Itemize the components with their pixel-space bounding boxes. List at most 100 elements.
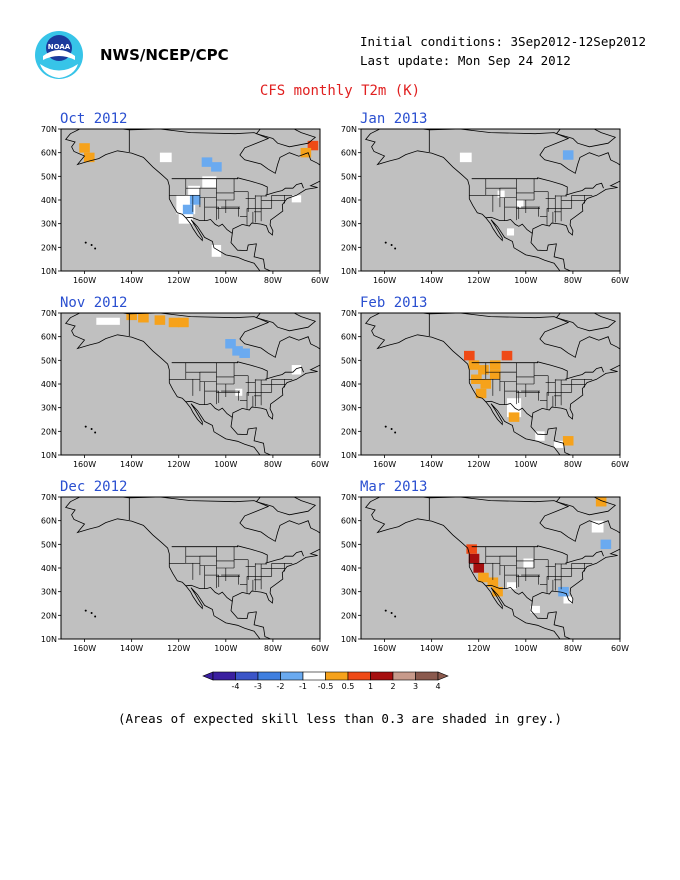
colorbar-swatch: [280, 671, 304, 681]
colorbar-swatch: [325, 671, 349, 681]
x-tick-label: 60W: [311, 644, 329, 653]
anomaly-cell: [307, 140, 319, 151]
y-tick-label: 10N: [41, 635, 57, 644]
y-tick-label: 10N: [341, 451, 357, 460]
anomaly-cell: [473, 563, 485, 573]
no-skill-cell: [96, 317, 120, 325]
x-tick-label: 60W: [611, 460, 629, 469]
colorbar-label: -0.5: [318, 682, 334, 691]
y-tick-label: 10N: [341, 635, 357, 644]
x-tick-label: 140W: [120, 276, 143, 285]
panel-title-feb-2013: Feb 2013: [360, 295, 428, 311]
x-tick-label: 80W: [564, 644, 582, 653]
x-tick-label: 160W: [73, 644, 96, 653]
colorbar-label: -1: [299, 682, 307, 691]
colorbar-label: 4: [435, 682, 440, 691]
y-tick-label: 70N: [341, 309, 357, 318]
colorbar-swatch: [257, 671, 281, 681]
map-panel: 70N 60N 50N 40N 30N 20N 10N 160W 140W 120W 100W 80W…: [341, 493, 629, 653]
x-tick-label: 140W: [420, 460, 443, 469]
x-tick-label: 120W: [467, 276, 490, 285]
colorbar-swatch: [347, 671, 371, 681]
no-skill-cell: [554, 440, 564, 448]
y-tick-label: 50N: [341, 172, 357, 181]
anomaly-cell: [201, 157, 213, 167]
y-tick-label: 50N: [41, 356, 57, 365]
colorbar-label: 1: [368, 682, 373, 691]
y-tick-label: 60N: [41, 333, 57, 342]
colorbar-swatch: [370, 671, 394, 681]
y-tick-label: 60N: [341, 517, 357, 526]
anomaly-cell: [562, 150, 574, 160]
anomaly-cell: [154, 315, 166, 325]
map-panel: 70N 60N 50N 40N 30N 20N 10N 160W 140W 120W 100W 80W…: [41, 493, 329, 653]
panel-title-nov-2012: Nov 2012: [60, 295, 128, 311]
x-tick-label: 100W: [214, 644, 237, 653]
y-tick-label: 70N: [41, 493, 57, 502]
anomaly-cell: [300, 147, 312, 158]
x-tick-label: 120W: [167, 644, 190, 653]
anomaly-cell: [83, 152, 95, 163]
panel-title-mar-2013: Mar 2013: [360, 479, 428, 495]
anomaly-cell: [468, 553, 480, 564]
anomaly-cell: [595, 497, 607, 507]
panel-title-jan-2013: Jan 2013: [360, 111, 428, 127]
y-tick-label: 50N: [341, 356, 357, 365]
colorbar-swatch: [302, 671, 326, 681]
y-tick-label: 10N: [41, 267, 57, 276]
y-tick-label: 10N: [41, 451, 57, 460]
no-skill-cell: [291, 195, 302, 203]
anomaly-cell: [79, 143, 90, 153]
anomaly-cell: [501, 350, 513, 361]
y-tick-label: 30N: [41, 588, 57, 597]
y-tick-label: 20N: [341, 427, 357, 436]
x-tick-label: 120W: [467, 644, 490, 653]
y-tick-label: 20N: [41, 427, 57, 436]
x-tick-label: 140W: [120, 644, 143, 653]
anomaly-cell: [468, 360, 480, 370]
x-tick-label: 100W: [514, 460, 537, 469]
anomaly-cell: [478, 365, 489, 375]
colorbar-label: 0.5: [342, 682, 355, 691]
x-tick-label: 160W: [73, 276, 96, 285]
no-skill-cell: [535, 431, 545, 441]
no-skill-cell: [211, 244, 222, 257]
x-tick-label: 60W: [611, 276, 629, 285]
anomaly-cell: [232, 346, 243, 356]
no-skill-cell: [516, 200, 524, 208]
x-tick-label: 80W: [264, 644, 282, 653]
x-tick-label: 160W: [373, 644, 396, 653]
anomaly-cell: [464, 350, 475, 361]
no-skill-cell: [497, 190, 505, 198]
map-panel: 70N 60N 50N 40N 30N 20N 10N 160W 140W 120W 100W 80W…: [341, 125, 629, 285]
no-skill-cell: [506, 228, 515, 236]
no-skill-cell: [563, 596, 573, 604]
noaa-logo: NOAA: [35, 31, 83, 79]
anomaly-cell: [492, 586, 503, 597]
anomaly-cell: [475, 388, 487, 399]
no-skill-cell: [530, 605, 540, 613]
x-tick-label: 120W: [167, 276, 190, 285]
y-tick-label: 70N: [341, 493, 357, 502]
colorbar-label: -4: [232, 682, 240, 691]
anomaly-cell: [225, 339, 236, 349]
no-skill-cell: [202, 176, 217, 189]
y-tick-label: 60N: [41, 149, 57, 158]
y-tick-label: 30N: [341, 404, 357, 413]
panel-title-oct-2012: Oct 2012: [60, 111, 128, 127]
org-name: NWS/NCEP/CPC: [100, 46, 229, 64]
y-tick-label: 20N: [341, 611, 357, 620]
y-tick-label: 60N: [341, 149, 357, 158]
no-skill-cell: [506, 582, 517, 590]
y-tick-label: 70N: [341, 125, 357, 134]
y-tick-label: 50N: [341, 540, 357, 549]
anomaly-cell: [239, 348, 250, 358]
x-tick-label: 80W: [264, 276, 282, 285]
anomaly-cell: [182, 204, 194, 215]
x-tick-label: 120W: [167, 460, 190, 469]
x-tick-label: 60W: [311, 460, 329, 469]
colorbar: -4 -3 -2 -1 -0.5 0.5 1 2 3 4: [202, 671, 449, 691]
anomaly-cell: [126, 313, 137, 321]
x-tick-label: 100W: [214, 276, 237, 285]
anomaly-cell: [168, 317, 180, 328]
